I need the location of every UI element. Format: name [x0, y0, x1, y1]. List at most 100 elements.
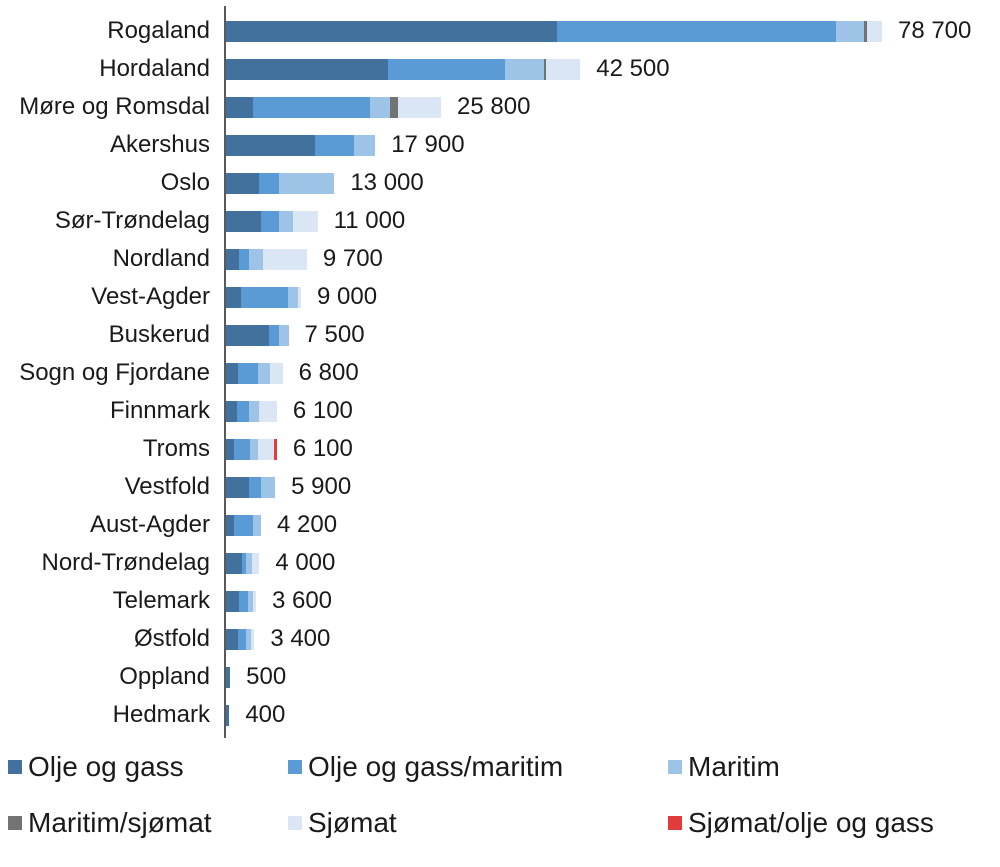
bar-track: [226, 704, 230, 726]
value-label: 11 000: [333, 207, 406, 234]
legend-item: Maritim: [668, 751, 1000, 783]
bar-track: [226, 20, 882, 42]
bar-row: Oppland 500: [0, 658, 1000, 696]
bar-track: [226, 210, 318, 232]
bar-segment: [226, 286, 241, 308]
category-label: Østfold: [133, 625, 210, 652]
bar-segment: [257, 362, 271, 384]
bar-segment: [269, 324, 280, 346]
bar-segment: [370, 96, 391, 118]
bar-track: [226, 96, 442, 118]
bar-row: Telemark 3 600: [0, 582, 1000, 620]
bar-track: [226, 628, 255, 650]
bar-segment: [293, 210, 318, 232]
chart-legend: Olje og gass Olje og gass/maritim Maritim M…: [0, 750, 1000, 840]
value-label: 6 100: [292, 397, 353, 424]
legend-item: Olje og gass/maritim: [288, 751, 668, 783]
bar-row: Sør-Trøndelag 11 000: [0, 202, 1000, 240]
legend-item: Sjømat/olje og gass: [668, 807, 1000, 839]
value-label: 6 100: [292, 435, 353, 462]
bar-segment: [274, 438, 277, 460]
bar-segment: [249, 476, 261, 498]
bar-segment: [226, 362, 238, 384]
legend-label: Maritim: [688, 751, 780, 782]
bar-segment: [226, 172, 260, 194]
legend-label: Sjømat/olje og gass: [688, 807, 934, 838]
category-label: Oslo: [160, 169, 210, 196]
category-label: Vestfold: [124, 473, 210, 500]
bar-segment: [226, 438, 235, 460]
bar-row: Møre og Romsdal 25 800: [0, 88, 1000, 126]
bar-segment: [238, 628, 246, 650]
bar-row: Aust-Agder 4 200: [0, 506, 1000, 544]
value-label: 400: [245, 701, 286, 728]
value-label: 9 700: [322, 245, 383, 272]
bar-segment: [546, 58, 581, 80]
bar-track: [226, 362, 283, 384]
bar-segment: [226, 514, 235, 536]
bar-segment: [354, 134, 376, 156]
bar-segment: [505, 58, 544, 80]
bar-row: Troms 6 100: [0, 430, 1000, 468]
bar-segment: [390, 96, 398, 118]
category-label: Oppland: [119, 663, 210, 690]
category-label: Sogn og Fjordane: [19, 359, 210, 386]
bar-track: [226, 58, 581, 80]
legend-label: Maritim/sjømat: [28, 807, 212, 838]
value-label: 17 900: [391, 131, 465, 158]
bar-segment: [226, 20, 557, 42]
bar-segment: [252, 96, 371, 118]
bar-track: [226, 286, 301, 308]
bar-segment: [397, 96, 442, 118]
bar-segment: [253, 514, 261, 536]
bar-track: [226, 400, 277, 422]
bar-row: Buskerud 7 500: [0, 316, 1000, 354]
bar-segment: [259, 172, 280, 194]
bar-segment: [238, 590, 249, 612]
category-label: Møre og Romsdal: [19, 93, 210, 120]
bar-segment: [257, 438, 275, 460]
bar-segment: [226, 552, 242, 574]
value-label: 3 600: [271, 587, 333, 614]
bar-segment: [556, 20, 837, 42]
value-label: 5 900: [291, 473, 352, 500]
plot-area: Rogaland 78 700 Hordaland 42 500 Møre og Rom…: [0, 6, 1000, 738]
bar-segment: [248, 590, 254, 612]
bar-row: Sogn og Fjordane 6 800: [0, 354, 1000, 392]
value-label: 78 700: [897, 17, 972, 44]
bar-row: Finnmark 6 100: [0, 392, 1000, 430]
category-label: Hordaland: [99, 55, 210, 82]
value-label: 9 000: [317, 283, 378, 310]
bar-segment: [279, 210, 294, 232]
bar-track: [226, 172, 335, 194]
bar-segment: [315, 134, 355, 156]
bar-row: Akershus 17 900: [0, 126, 1000, 164]
category-label: Rogaland: [107, 17, 210, 44]
bar-segment: [241, 286, 288, 308]
bar-segment: [260, 476, 276, 498]
bar-track: [226, 590, 256, 612]
value-label: 4 200: [276, 511, 338, 538]
bar-segment: [279, 324, 289, 346]
category-label: Finnmark: [109, 397, 210, 424]
category-label: Telemark: [112, 587, 210, 614]
bar-track: [226, 438, 277, 460]
bar-segment: [226, 666, 231, 688]
bar-segment: [250, 628, 255, 650]
bar-segment: [836, 20, 865, 42]
bar-segment: [253, 590, 256, 612]
bar-track: [226, 514, 261, 536]
bar-segment: [250, 438, 258, 460]
bar-row: Nordland 9 700: [0, 240, 1000, 278]
bar-segment: [251, 552, 260, 574]
bar-segment: [249, 248, 264, 270]
bar-segment: [261, 210, 280, 232]
value-label: 4 000: [275, 549, 336, 576]
category-label: Akershus: [109, 131, 210, 158]
legend-label: Olje og gass: [28, 751, 184, 782]
bar-row: Hedmark 400: [0, 696, 1000, 734]
value-label: 3 400: [270, 625, 331, 652]
bar-segment: [287, 286, 298, 308]
bar-segment: [263, 248, 307, 270]
bar-track: [226, 666, 231, 688]
